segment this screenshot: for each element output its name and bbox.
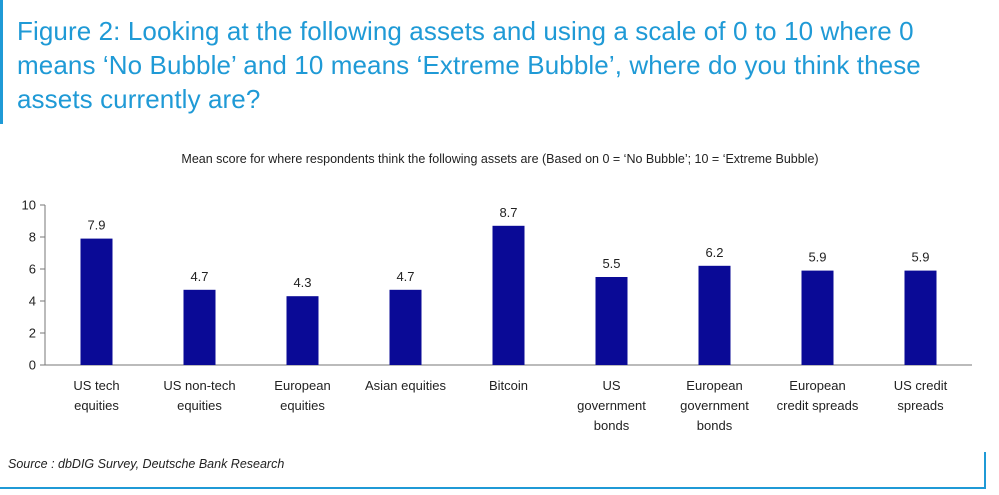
bar (595, 277, 628, 365)
x-category-label-line: bonds (594, 418, 630, 433)
x-category-label: US credit spreads (894, 378, 948, 413)
bar (389, 289, 422, 365)
chart-title: Mean score for where respondents think t… (181, 152, 819, 166)
x-category-label-line: government (577, 398, 646, 413)
x-category-label-line: European (789, 378, 845, 393)
x-category-label: US non-tech equities (163, 378, 235, 413)
bar-value-label: 5.9 (808, 250, 826, 265)
y-tick-label: 4 (29, 294, 36, 309)
x-category-label-line: equities (177, 398, 222, 413)
bar (698, 265, 731, 365)
x-category-label-line: equities (74, 398, 119, 413)
x-category-label: European credit spreads (777, 378, 859, 413)
x-category-label-line: US tech (73, 378, 119, 393)
source-note: Source : dbDIG Survey, Deutsche Bank Res… (8, 457, 285, 471)
bar-value-label: 4.3 (293, 275, 311, 290)
x-category-label-line: Bitcoin (489, 378, 528, 393)
x-category-label-line: bonds (697, 418, 733, 433)
bar (492, 225, 525, 365)
y-tick-label: 0 (29, 358, 36, 373)
chart-labels: 7.9 US tech equities 4.7 US non-tech equities… (73, 205, 947, 433)
x-category-label: US government bonds (577, 378, 646, 433)
bar (904, 270, 937, 365)
x-category-label-line: Asian equities (365, 378, 446, 393)
x-category-label-line: equities (280, 398, 325, 413)
x-category-label-line: US non-tech (163, 378, 235, 393)
bar (80, 238, 113, 365)
right-rule (984, 452, 986, 489)
bar-value-label: 6.2 (705, 245, 723, 260)
y-tick-label: 8 (29, 230, 36, 245)
bar-value-label: 8.7 (499, 205, 517, 220)
chart-bars (80, 225, 937, 365)
x-category-label: US tech equities (73, 378, 119, 413)
bottom-rule (0, 487, 986, 489)
x-category-label: Bitcoin (489, 378, 528, 393)
x-category-label: Asian equities (365, 378, 446, 393)
bar (286, 296, 319, 365)
x-category-label-line: government (680, 398, 749, 413)
bar-value-label: 5.9 (911, 250, 929, 265)
x-category-label-line: US (602, 378, 620, 393)
y-tick-label: 10 (22, 198, 36, 213)
bar-value-label: 5.5 (602, 256, 620, 271)
x-category-label: European equities (274, 378, 330, 413)
bar (801, 270, 834, 365)
bar-value-label: 7.9 (87, 218, 105, 233)
figure-title: Figure 2: Looking at the following asset… (0, 0, 999, 124)
x-category-label-line: spreads (897, 398, 944, 413)
bar (183, 289, 216, 365)
y-tick-label: 2 (29, 326, 36, 341)
bar-value-label: 4.7 (396, 269, 414, 284)
x-category-label-line: credit spreads (777, 398, 859, 413)
bar-value-label: 4.7 (190, 269, 208, 284)
x-category-label: European government bonds (680, 378, 749, 433)
x-category-label-line: European (274, 378, 330, 393)
x-category-label-line: US credit (894, 378, 948, 393)
y-tick-label: 6 (29, 262, 36, 277)
x-category-label-line: European (686, 378, 742, 393)
